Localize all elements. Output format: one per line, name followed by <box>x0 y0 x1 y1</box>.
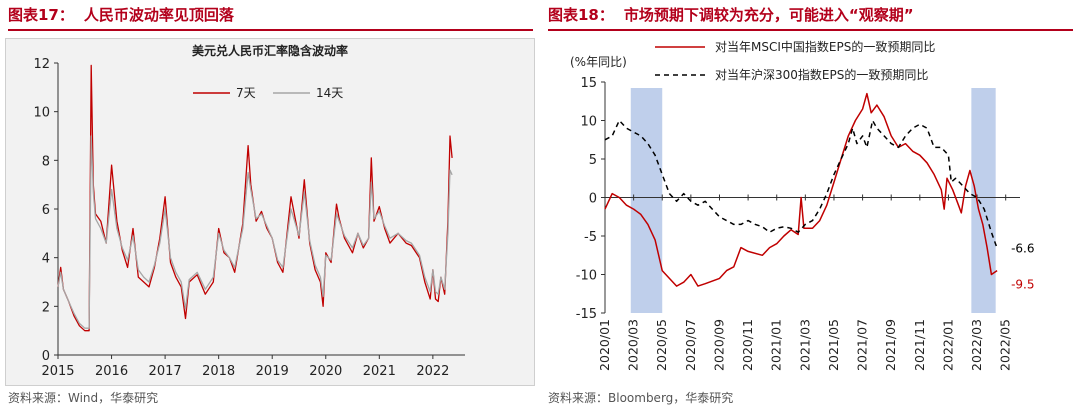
end-label-hs300: -6.6 <box>1011 241 1034 255</box>
x-tick-label: 2020/07 <box>683 319 698 371</box>
x-tick-label: 2020 <box>309 364 342 379</box>
x-tick-label: 2017 <box>149 364 182 379</box>
y-tick-label: 15 <box>580 76 597 91</box>
shaded-period <box>630 88 663 313</box>
legend-label-7d: 7天 <box>236 86 256 100</box>
y-tick-label: 5 <box>589 153 597 168</box>
series-line-7d <box>57 64 453 332</box>
x-tick-label: 2022/05 <box>998 319 1013 371</box>
x-tick-label: 2021/09 <box>883 319 898 371</box>
y-tick-label: 4 <box>42 252 50 267</box>
figure-17-heading: 人民币波动率见顶回落 <box>83 6 234 24</box>
x-tick-label: 2022 <box>416 364 449 379</box>
legend-label-msci: 对当年MSCI中国指数EPS的一致预期同比 <box>715 39 935 54</box>
figure-18-panel: 图表18： 市场预期下调较为充分，可能进入“观察期” 15 10 5 0 -5 -10 -15… <box>540 0 1080 420</box>
shaded-period <box>971 88 996 313</box>
figure-17-source: 资料来源：Wind，华泰研究 <box>8 391 159 405</box>
x-tick-label: 2018 <box>202 364 235 379</box>
x-tick-label: 2021 <box>363 364 396 379</box>
legend-label-14d: 14天 <box>316 86 343 100</box>
x-tick-label: 2020/05 <box>654 319 669 371</box>
x-tick-label: 2021/11 <box>912 319 927 371</box>
end-label-msci: -9.5 <box>1011 278 1034 292</box>
figure-18-label: 图表18： <box>548 6 614 24</box>
figure-17-label: 图表17： <box>8 6 74 24</box>
chart-17-plot: 美元兑人民币汇率隐含波动率 0 2 4 6 8 10 12 2015 2016 2017 2018 2… <box>33 43 465 379</box>
x-tick-label: 2019 <box>256 364 289 379</box>
y-tick-label: 6 <box>42 203 50 218</box>
y-tick-label: 0 <box>42 349 50 364</box>
figure-18-source: 资料来源：Bloomberg，华泰研究 <box>548 391 734 405</box>
y-tick-label: 12 <box>33 57 50 72</box>
x-tick-label: 2021/01 <box>769 319 784 371</box>
x-tick-label: 2021/03 <box>797 319 812 371</box>
y-tick-label: 8 <box>42 154 50 169</box>
y-tick-label: 10 <box>580 115 597 130</box>
x-tick-label: 2015 <box>41 364 74 379</box>
y-tick-label: 0 <box>589 192 597 207</box>
chart-17-frame <box>5 38 535 386</box>
figure-18-heading: 市场预期下调较为充分，可能进入“观察期” <box>623 6 914 24</box>
x-tick-label: 2021/07 <box>855 319 870 371</box>
series-line-hs300 <box>604 119 998 249</box>
chart-17-title: 美元兑人民币汇率隐含波动率 <box>192 43 348 58</box>
series-line-14d <box>57 135 453 329</box>
x-tick-label: 2022/03 <box>969 319 984 371</box>
chart-18-ylabel: (%年同比) <box>570 55 627 69</box>
x-tick-label: 2020/01 <box>597 319 612 371</box>
x-tick-label: 2016 <box>95 364 128 379</box>
y-tick-label: -15 <box>576 307 597 322</box>
x-tick-label: 2022/01 <box>940 319 955 371</box>
y-tick-label: -5 <box>584 230 597 245</box>
figure-17-panel: 图表17： 人民币波动率见顶回落 美元兑人民币汇率隐含波动率 0 2 4 6 8 10 12 2… <box>5 3 535 405</box>
y-tick-label: 2 <box>42 300 50 315</box>
figure-18-title: 图表18： 市场预期下调较为充分，可能进入“观察期” <box>548 3 1073 31</box>
figure-17-title: 图表17： 人民币波动率见顶回落 <box>8 3 533 31</box>
x-tick-label: 2020/03 <box>626 319 641 371</box>
x-tick-label: 2020/11 <box>740 319 755 371</box>
y-tick-label: -10 <box>576 269 597 284</box>
y-tick-label: 10 <box>33 106 50 121</box>
x-tick-label: 2020/09 <box>711 319 726 371</box>
legend-label-hs300: 对当年沪深300指数EPS的一致预期同比 <box>715 67 928 82</box>
x-tick-label: 2021/05 <box>826 319 841 371</box>
series-line-msci <box>604 92 998 287</box>
